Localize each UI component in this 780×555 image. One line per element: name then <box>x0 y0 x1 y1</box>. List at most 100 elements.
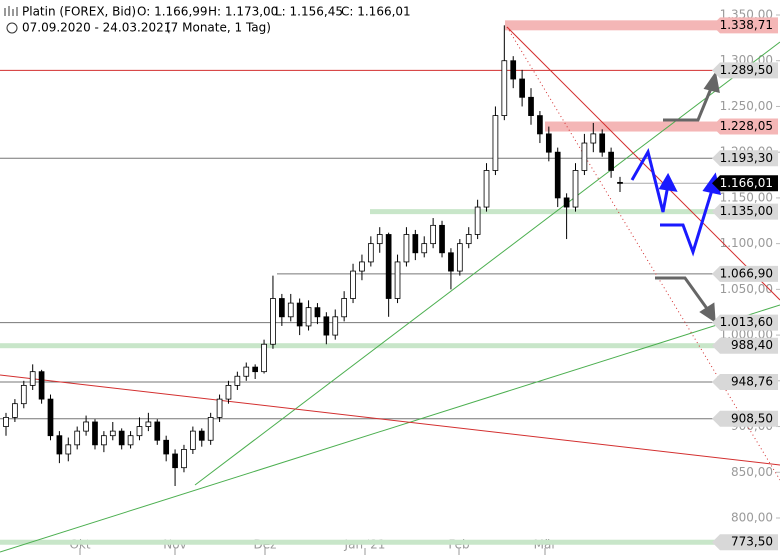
trendline <box>194 41 780 486</box>
y-tick-label: 1.100,00 <box>720 236 773 250</box>
level-label: 1.338,71 <box>720 18 773 32</box>
candle-body <box>109 430 116 437</box>
level-label: 1.289,50 <box>720 63 773 77</box>
candle-body <box>563 197 570 208</box>
candle-body <box>430 224 436 245</box>
candle-body <box>341 298 347 318</box>
candle-body <box>287 302 294 318</box>
header: Platin (FOREX, Bid) O: 1.166,99 H: 1.173… <box>4 5 411 35</box>
level-label: 908,50 <box>731 411 773 425</box>
arrow-head <box>699 302 716 323</box>
candle-body <box>572 170 579 208</box>
candle-body <box>323 316 330 336</box>
level-box <box>712 265 778 282</box>
candle-body <box>608 151 614 171</box>
candle-body <box>394 261 401 299</box>
y-tick-label: 850,00 <box>731 465 773 479</box>
candle-body <box>74 430 81 446</box>
candle-body <box>29 371 36 386</box>
candle-body <box>492 115 499 171</box>
level-box <box>712 373 778 390</box>
blue-arrow <box>630 148 670 213</box>
chart-icon <box>4 6 18 16</box>
level-zone <box>0 343 720 349</box>
level-box <box>712 175 778 192</box>
candle-body <box>154 421 161 441</box>
candle-body <box>581 142 588 171</box>
ohlc-low: L: 1.156,45 <box>275 5 343 19</box>
candle-body <box>545 133 552 153</box>
candle-body <box>145 421 152 427</box>
candle-body <box>92 421 98 446</box>
candle-body <box>554 151 561 199</box>
level-box <box>712 410 778 427</box>
candle-body <box>456 243 463 272</box>
candle-body <box>56 435 63 455</box>
y-tick-label: 1.250,00 <box>720 99 773 113</box>
candle-body <box>3 416 9 427</box>
candle-body <box>252 366 259 373</box>
level-label: 1.228,05 <box>720 119 773 133</box>
candle-body <box>412 234 419 254</box>
trendline <box>0 304 780 553</box>
candle-body <box>190 430 196 450</box>
gray-arrow <box>663 85 714 122</box>
level-box <box>712 17 778 34</box>
candle-body <box>243 366 250 377</box>
candle-body <box>225 384 232 400</box>
candle-body <box>359 261 365 272</box>
arrow-head <box>658 172 678 192</box>
candle-body <box>270 298 276 345</box>
level-label: 948,76 <box>731 374 773 388</box>
candle-body <box>181 449 187 469</box>
candle-body <box>439 224 445 254</box>
level-label: 988,40 <box>731 338 773 352</box>
candle-body <box>385 234 392 299</box>
candle-body <box>403 234 410 263</box>
level-label: 1.013,60 <box>720 315 773 329</box>
candle-body <box>101 435 107 446</box>
level-box <box>712 150 778 167</box>
level-box <box>712 62 778 79</box>
candle-body <box>47 398 54 437</box>
candle-body <box>83 421 89 432</box>
trendline <box>506 26 780 301</box>
level-label: 1.166,01 <box>720 176 773 190</box>
level-zone <box>370 209 720 215</box>
candle-body <box>314 307 321 318</box>
candle-body <box>38 371 45 400</box>
levels: 800,00850,00900,00950,001.000,001.050,00… <box>0 8 780 555</box>
level-zone <box>545 121 720 132</box>
arrow-head <box>703 71 720 94</box>
level-label: 1.066,90 <box>720 266 773 280</box>
ohlc-open: O: 1.166,99 <box>137 5 208 19</box>
level-box <box>712 337 778 354</box>
candle-body <box>465 234 472 245</box>
candle-body <box>474 206 481 235</box>
candles <box>3 25 623 486</box>
candle-body <box>617 181 623 184</box>
arrows <box>630 71 722 323</box>
level-zone <box>505 20 720 31</box>
candle-body <box>234 375 241 386</box>
chart-title: Platin (FOREX, Bid) <box>22 5 136 19</box>
candle-body <box>198 430 205 441</box>
candle-body <box>332 316 339 336</box>
period: 07.09.2020 - 24.03.2021 <box>22 21 171 35</box>
candle-body <box>519 78 525 98</box>
y-tick-label: 1.150,00 <box>720 190 773 204</box>
clock-icon <box>6 22 18 34</box>
candle-body <box>350 270 356 299</box>
candle-body <box>305 307 312 327</box>
level-label: 773,50 <box>731 535 773 549</box>
candle-body <box>376 234 383 245</box>
trendlines <box>0 26 780 553</box>
candle-body <box>20 384 27 405</box>
level-box <box>712 203 778 220</box>
trendline <box>506 26 780 481</box>
candle-body <box>172 453 178 469</box>
candle-body <box>421 243 428 254</box>
trendline <box>0 374 780 466</box>
candle-body <box>590 133 597 144</box>
level-labels: 1.338,71 1.289,50 1.228,05 1.193,30 1.166,01… <box>712 17 778 551</box>
